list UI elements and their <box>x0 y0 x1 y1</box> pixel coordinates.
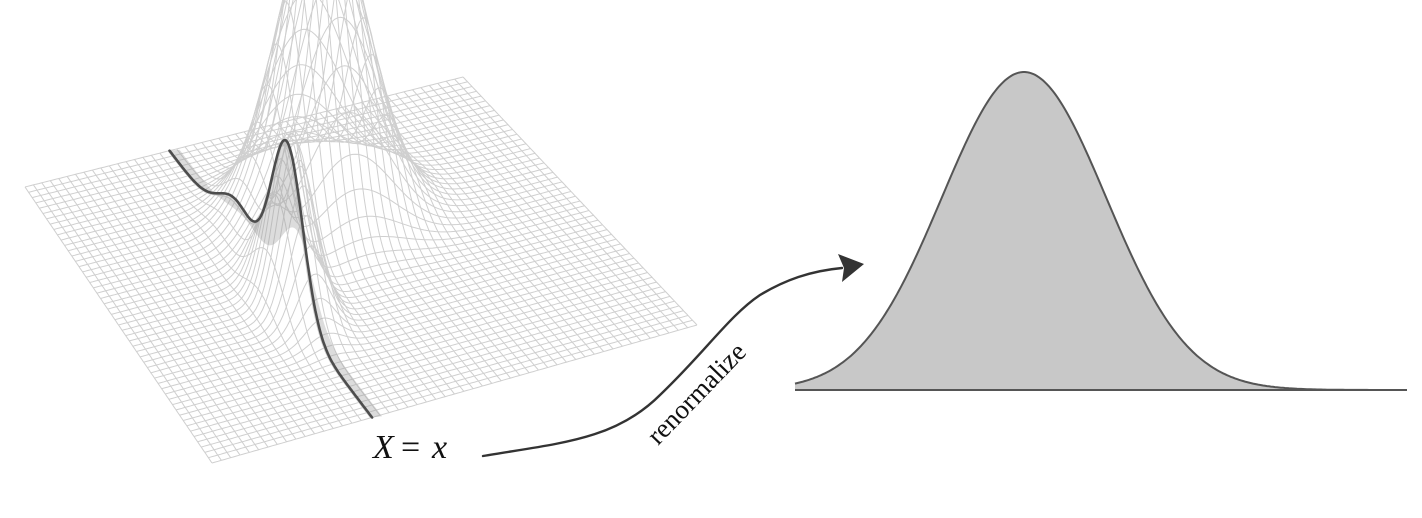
mesh-row-line <box>89 0 545 283</box>
mesh-column-line <box>125 161 325 432</box>
arrow-label: renormalize <box>641 337 752 451</box>
mesh-column-line <box>454 78 689 329</box>
mesh-column-line <box>462 76 698 326</box>
mesh-column-line <box>285 0 502 382</box>
mesh-column-line <box>277 0 493 384</box>
mesh-row-line <box>75 0 527 262</box>
mesh-column-line <box>395 93 623 347</box>
mesh-column-line <box>66 176 260 450</box>
mesh-column-line <box>75 174 269 448</box>
mesh-row-line <box>132 132 599 347</box>
condition-value: x <box>431 429 447 466</box>
mesh-column-line <box>83 171 278 445</box>
arrow-curve <box>481 266 844 458</box>
mesh-column-line <box>184 146 390 413</box>
mesh-row-line <box>100 16 558 299</box>
slice-shading <box>169 140 383 418</box>
mesh-column-line <box>176 133 381 416</box>
mesh-row-line <box>71 0 522 257</box>
mesh-column-line <box>353 104 577 360</box>
mesh-column-line <box>302 54 521 376</box>
slice-curve <box>168 138 374 419</box>
mesh-row-line <box>143 185 612 363</box>
condition-equals: = <box>401 429 420 466</box>
mesh-column-line <box>319 112 539 371</box>
condition-variable: X <box>371 429 395 466</box>
mesh-column-line <box>445 80 679 331</box>
mesh-column-line <box>294 17 511 379</box>
mesh-column-line <box>412 89 642 342</box>
mesh-column-line <box>134 159 334 429</box>
mesh-column-line <box>268 0 483 387</box>
joint-density-surface <box>24 0 698 464</box>
mesh-column-line <box>403 91 633 344</box>
mesh-column-line <box>260 0 474 390</box>
mesh-column-line <box>58 178 250 453</box>
mesh-row-line <box>85 0 540 278</box>
mesh-column-line <box>100 167 297 440</box>
mesh-column-line <box>428 85 661 336</box>
mesh-column-line <box>32 184 222 461</box>
mesh-column-line <box>91 169 288 443</box>
mesh-column-line <box>344 106 567 363</box>
mesh-row-line <box>96 0 554 294</box>
mesh-column-line <box>420 87 651 339</box>
mesh-column-line <box>117 163 316 435</box>
mesh-column-line <box>336 108 558 366</box>
mesh-column-line <box>327 110 549 368</box>
condition-label: X = x <box>371 429 447 466</box>
mesh-column-line <box>150 154 353 424</box>
conditional-density-area <box>795 72 1407 390</box>
mesh-column-line <box>193 121 399 411</box>
mesh-column-line <box>369 99 595 355</box>
mesh-row-line <box>93 0 549 289</box>
mesh-column-line <box>243 0 455 395</box>
mesh-column-line <box>226 0 437 400</box>
mesh-column-line <box>108 165 306 437</box>
mesh-column-line <box>218 1 427 403</box>
mesh-row-line <box>82 0 536 273</box>
mesh-column-line <box>209 43 418 405</box>
mesh-column-line <box>437 82 670 334</box>
mesh-column-line <box>235 0 446 398</box>
mesh-column-line <box>378 97 605 352</box>
mesh-row-line <box>78 0 531 268</box>
mesh-column-line <box>361 102 586 358</box>
mesh-column-line <box>41 182 232 458</box>
arrow-head-icon <box>838 254 864 282</box>
mesh-column-line <box>24 186 213 464</box>
conditional-density <box>794 71 1407 391</box>
mesh-column-line <box>386 95 614 350</box>
mesh-column-line <box>142 157 343 427</box>
mesh-column-line <box>49 180 241 456</box>
surface-mesh-columns <box>24 0 698 464</box>
